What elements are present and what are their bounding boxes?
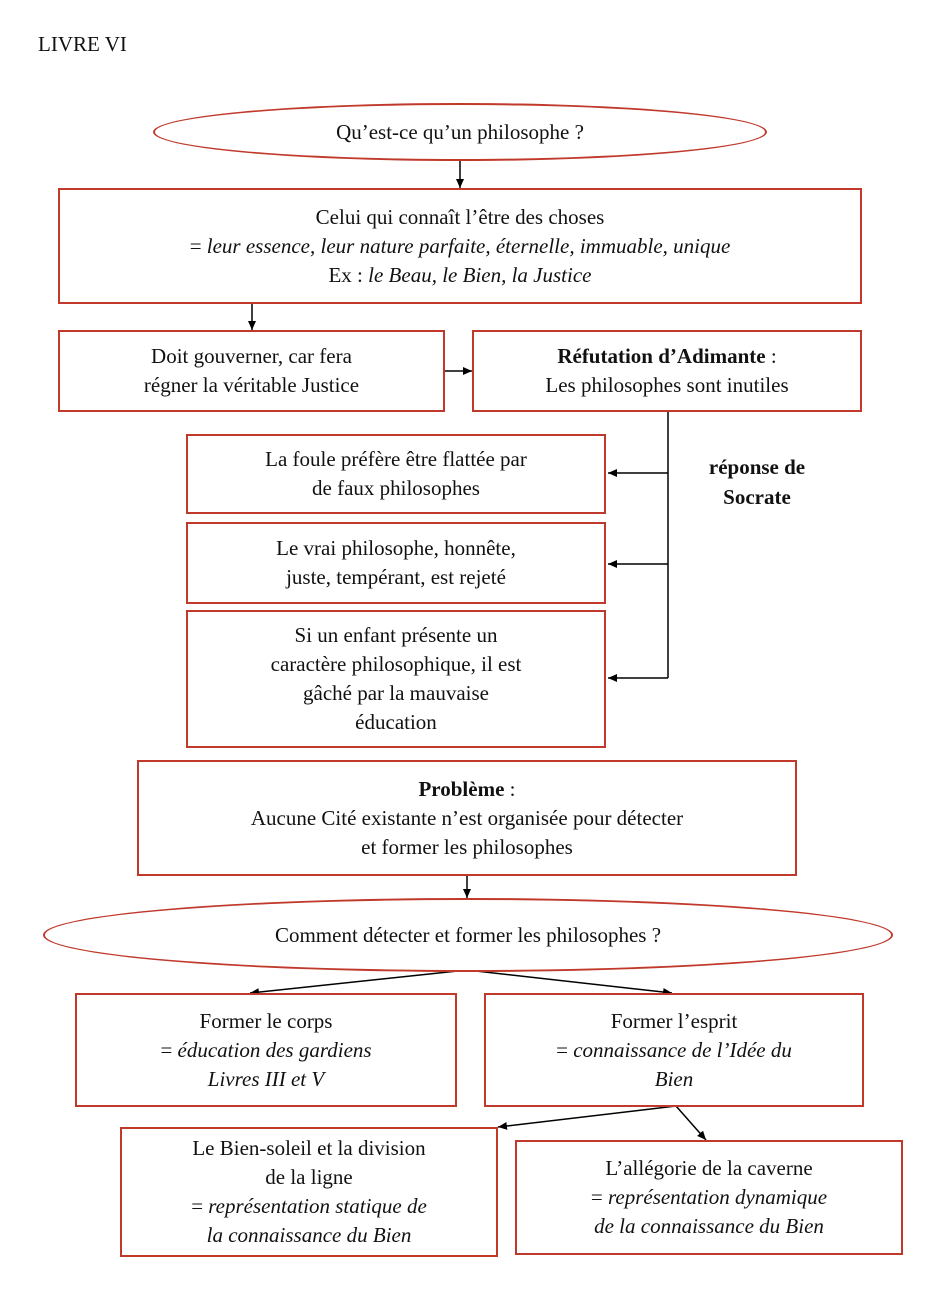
gouverner-line-1: Doit gouverner, car fera [151, 344, 352, 368]
question-former-ellipse: Comment détecter et former les philosoph… [43, 898, 893, 972]
caverne-line-1: L’allégorie de la caverne [605, 1156, 813, 1180]
probleme-line-3: et former les philosophes [361, 834, 573, 859]
esprit-line-1: Former l’esprit [610, 1008, 738, 1033]
esprit-line-2-prefix: = [556, 1037, 574, 1062]
soleil-line-2: de la ligne [265, 1165, 353, 1189]
arrow-q2-to-esprit [466, 969, 673, 996]
corps-line-2-prefix: = [160, 1037, 178, 1062]
foule-line-1: La foule préfère être flattée par [265, 447, 527, 471]
definition-box: Celui qui connaît l’être des choses = le… [58, 188, 862, 304]
caverne-line-2: représentation dynamique [607, 1185, 828, 1209]
bien-soleil-box: Le Bien-soleil et la division de la lign… [120, 1127, 498, 1257]
caverne-box: L’allégorie de la caverne = représentati… [515, 1140, 903, 1255]
former-corps-box: Former le corps = éducation des gardiens… [75, 993, 457, 1107]
soleil-line-4: la connaissance du Bien [206, 1223, 412, 1247]
corps-line-1: Former le corps [199, 1008, 333, 1033]
soleil-line-1: Le Bien-soleil et la division [192, 1136, 426, 1160]
definition-line-2: leur essence, leur nature parfaite, éter… [206, 233, 731, 258]
arrow-esprit-to-soleil [497, 1105, 677, 1130]
probleme-title: Problème [418, 776, 505, 801]
refutation-colon: : [765, 344, 777, 368]
caverne-line-3: de la connaissance du Bien [594, 1214, 824, 1238]
esprit-line-2: connaissance de l’Idée du [573, 1037, 792, 1062]
probleme-box: Problème : Aucune Cité existante n’est o… [137, 760, 797, 876]
reponse-box-enfant: Si un enfant présente un caractère philo… [186, 610, 606, 748]
vrai-philosophe-line-2: juste, tempérant, est rejeté [286, 565, 506, 589]
reponse-box-foule: La foule préfère être flattée par de fau… [186, 434, 606, 514]
gouverner-line-2: régner la véritable Justice [143, 373, 360, 397]
arrow-q2-to-corps [249, 969, 468, 997]
question-philosophe-text: Qu’est-ce qu’un philosophe ? [336, 119, 584, 144]
definition-line-1: Celui qui connaît l’être des choses [315, 204, 605, 229]
arrow-esprit-to-caverne [675, 1105, 707, 1141]
reponse-box-vrai-philosophe: Le vrai philosophe, honnête, juste, temp… [186, 522, 606, 604]
corps-line-3: Livres III et V [207, 1066, 325, 1091]
soleil-line-3-prefix: = [191, 1194, 209, 1218]
caverne-line-2-prefix: = [590, 1185, 608, 1209]
enfant-line-1: Si un enfant présente un [294, 623, 498, 647]
reponse-line-2: Socrate [723, 485, 791, 509]
definition-line-2-prefix: = [189, 233, 207, 258]
question-philosophe-ellipse: Qu’est-ce qu’un philosophe ? [153, 103, 767, 161]
soleil-line-3: représentation statique de [208, 1194, 427, 1218]
probleme-colon: : [504, 776, 516, 801]
reponse-line-1: réponse de [708, 455, 806, 479]
refutation-title: Réfutation d’Adimante [557, 344, 766, 368]
enfant-line-2: caractère philosophique, il est [270, 652, 522, 676]
enfant-line-4: éducation [355, 710, 437, 734]
vrai-philosophe-line-1: Le vrai philosophe, honnête, [276, 536, 516, 560]
chapter-title: LIVRE VI [38, 32, 127, 56]
definition-line-3: le Beau, le Bien, la Justice [368, 262, 592, 287]
gouverner-box: Doit gouverner, car fera régner la vérit… [58, 330, 445, 412]
enfant-line-3: gâché par la mauvaise [303, 681, 489, 705]
former-esprit-box: Former l’esprit = connaissance de l’Idée… [484, 993, 864, 1107]
probleme-line-2: Aucune Cité existante n’est organisée po… [250, 805, 684, 830]
reponse-label: réponse de Socrate [682, 452, 832, 512]
corps-line-2: éducation des gardiens [177, 1037, 372, 1062]
esprit-line-3: Bien [654, 1066, 694, 1091]
refutation-line-2: Les philosophes sont inutiles [545, 373, 789, 397]
refutation-box: Réfutation d’Adimante : Les philosophes … [472, 330, 862, 412]
question-former-text: Comment détecter et former les philosoph… [274, 922, 662, 947]
definition-line-3-prefix: Ex : [328, 262, 369, 287]
foule-line-2: de faux philosophes [312, 476, 480, 500]
